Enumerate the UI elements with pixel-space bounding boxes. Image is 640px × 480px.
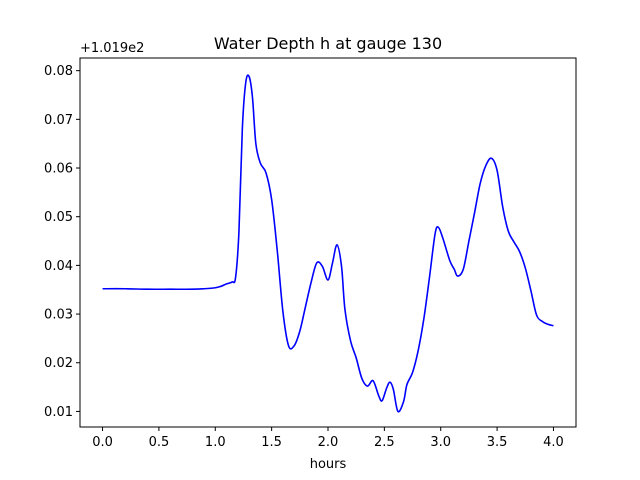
y-tick-label: 0.01 <box>44 405 73 420</box>
chart-title: Water Depth h at gauge 130 <box>214 34 442 53</box>
x-tick-label: 0.0 <box>92 435 113 450</box>
x-tick-label: 3.5 <box>487 435 508 450</box>
y-tick-label: 0.06 <box>44 162 73 177</box>
x-tick-label: 4.0 <box>543 435 564 450</box>
x-tick-label: 2.0 <box>318 435 339 450</box>
x-tick-label: 0.5 <box>149 435 170 450</box>
series-line <box>102 74 554 413</box>
x-tick-label: 2.5 <box>374 435 395 450</box>
plot-frame <box>79 57 577 428</box>
y-offset-label: +1.019e2 <box>80 41 144 56</box>
x-tick-label: 1.5 <box>261 435 282 450</box>
y-tick-label: 0.05 <box>44 210 73 225</box>
y-tick-label: 0.07 <box>44 113 73 128</box>
y-tick-label: 0.08 <box>44 64 73 79</box>
y-tick-label: 0.02 <box>44 356 73 371</box>
x-axis: 0.0 0.5 1.0 1.5 2.0 2.5 3.0 3.5 4.0 <box>92 427 564 450</box>
x-axis-label: hours <box>310 457 347 472</box>
x-tick-label: 1.0 <box>205 435 226 450</box>
y-tick-label: 0.03 <box>44 308 73 323</box>
y-tick-label: 0.04 <box>44 259 73 274</box>
x-tick-label: 3.0 <box>430 435 451 450</box>
plot-area <box>102 74 554 413</box>
y-axis: 0.01 0.02 0.03 0.04 0.05 0.06 0.07 0.08 <box>44 64 80 420</box>
